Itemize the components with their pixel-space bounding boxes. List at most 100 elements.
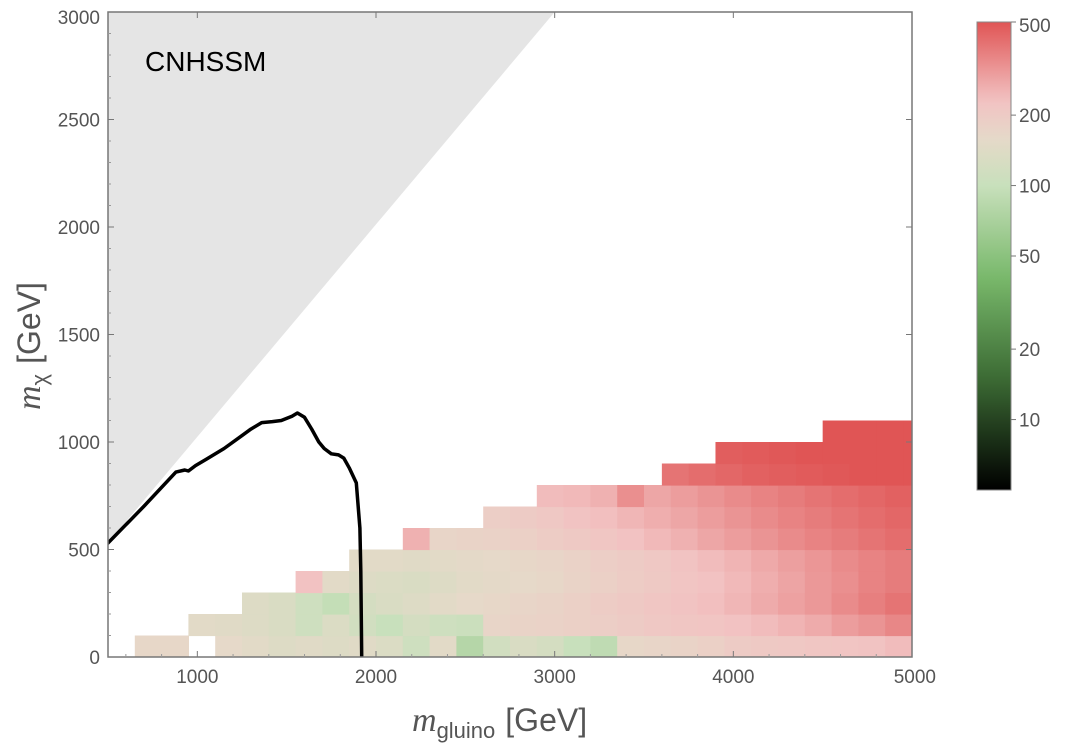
heatmap-cell bbox=[697, 635, 725, 657]
heatmap-cell bbox=[751, 485, 779, 508]
heatmap-cell bbox=[697, 485, 725, 508]
heatmap-cell bbox=[751, 614, 779, 637]
heatmap-cell bbox=[858, 549, 886, 572]
y-axis-label: mχ [GeV] bbox=[11, 282, 52, 410]
heatmap-cell bbox=[510, 635, 538, 657]
x-axis-label: mgluino [GeV] bbox=[412, 702, 587, 743]
heatmap-cell bbox=[688, 463, 717, 486]
heatmap-cell bbox=[778, 635, 806, 657]
heatmap-cell bbox=[644, 571, 672, 594]
heatmap-cell bbox=[778, 506, 806, 529]
heatmap-cell bbox=[295, 614, 323, 637]
heatmap-cell bbox=[751, 528, 779, 551]
heatmap-cell bbox=[295, 592, 323, 615]
heatmap-cell bbox=[322, 635, 350, 657]
heatmap-cell bbox=[670, 549, 699, 572]
heatmap-cell bbox=[885, 635, 912, 657]
heatmap-cell bbox=[161, 635, 189, 657]
heatmap-cell bbox=[429, 571, 457, 594]
heatmap-cell bbox=[670, 635, 699, 657]
heatmap-cell bbox=[536, 485, 565, 508]
heatmap-cell bbox=[697, 571, 725, 594]
heatmap-cell bbox=[563, 506, 591, 529]
heatmap-cell bbox=[804, 592, 833, 615]
heatmap-cell bbox=[876, 420, 904, 443]
heatmap-cell bbox=[429, 614, 457, 637]
heatmap-cell bbox=[795, 463, 824, 486]
heatmap-cell bbox=[858, 506, 886, 529]
heatmap-cell bbox=[831, 528, 859, 551]
y-tick-label: 1500 bbox=[58, 326, 100, 347]
heatmap-cell bbox=[590, 592, 618, 615]
heatmap-cell bbox=[563, 571, 591, 594]
heatmap-cell bbox=[724, 485, 752, 508]
heatmap-cell bbox=[483, 549, 511, 572]
heatmap-cell bbox=[778, 528, 806, 551]
heatmap-cell bbox=[456, 549, 484, 572]
heatmap-cell bbox=[751, 549, 779, 572]
colorbar-tick-label: 100 bbox=[1019, 177, 1051, 198]
heatmap-cell bbox=[885, 571, 912, 594]
heatmap-cell bbox=[429, 528, 457, 551]
heatmap-cell bbox=[661, 463, 690, 486]
heatmap-cell bbox=[769, 442, 797, 465]
heatmap-cell bbox=[751, 592, 779, 615]
heatmap-cell bbox=[724, 571, 752, 594]
heatmap-cell bbox=[670, 528, 699, 551]
heatmap-cell bbox=[617, 614, 645, 637]
heatmap-cell bbox=[242, 592, 270, 615]
heatmap-cell bbox=[322, 571, 350, 594]
heatmap-cell bbox=[590, 571, 618, 594]
x-tick-label: 4000 bbox=[712, 667, 754, 688]
heatmap-cell bbox=[322, 614, 350, 637]
heatmap-cell bbox=[536, 571, 565, 594]
heatmap-cell bbox=[778, 614, 806, 637]
heatmap-cell bbox=[778, 549, 806, 572]
heatmap-cell bbox=[697, 506, 725, 529]
heatmap-cell bbox=[778, 571, 806, 594]
heatmap-cell bbox=[724, 506, 752, 529]
colorbar-tick-label: 50 bbox=[1019, 247, 1040, 268]
heatmap-cell bbox=[510, 528, 538, 551]
heatmap-cell bbox=[590, 635, 618, 657]
heatmap-cell bbox=[697, 614, 725, 637]
heatmap-cell bbox=[778, 592, 806, 615]
heatmap-cell bbox=[376, 549, 404, 572]
heatmap-cell bbox=[402, 635, 431, 657]
y-axis-unit: [GeV] bbox=[11, 282, 47, 364]
colorbar-tick-label: 200 bbox=[1019, 106, 1051, 127]
heatmap-cell bbox=[134, 635, 163, 657]
heatmap-cell bbox=[670, 592, 699, 615]
y-tick-label: 2500 bbox=[58, 111, 100, 132]
heatmap-cell bbox=[563, 592, 591, 615]
heatmap-cell bbox=[268, 614, 297, 637]
heatmap-cell bbox=[849, 463, 877, 486]
heatmap-cell bbox=[510, 592, 538, 615]
heatmap-cell bbox=[483, 592, 511, 615]
heatmap-cell bbox=[215, 614, 243, 637]
y-axis-subscript: χ bbox=[27, 373, 52, 385]
heatmap-cell bbox=[563, 614, 591, 637]
heatmap-cell bbox=[510, 614, 538, 637]
heatmap-cell bbox=[670, 614, 699, 637]
heatmap-cell bbox=[349, 592, 377, 615]
heatmap-cell bbox=[536, 635, 565, 657]
heatmap-cell bbox=[483, 506, 511, 529]
heatmap-cell bbox=[670, 485, 699, 508]
heatmap-cell bbox=[804, 485, 833, 508]
heatmap-cell bbox=[268, 592, 297, 615]
heatmap-cell bbox=[536, 549, 565, 572]
heatmap-cell bbox=[849, 442, 877, 465]
heatmap-cell bbox=[724, 528, 752, 551]
heatmap-cell bbox=[858, 571, 886, 594]
heatmap-cell bbox=[742, 463, 770, 486]
heatmap-cell bbox=[536, 592, 565, 615]
heatmap-cell bbox=[456, 528, 484, 551]
heatmap-cell bbox=[724, 549, 752, 572]
heatmap-cell bbox=[804, 635, 833, 657]
heatmap-cell bbox=[617, 635, 645, 657]
heatmap-cell bbox=[724, 635, 752, 657]
heatmap-cell bbox=[885, 592, 912, 615]
x-tick-label: 3000 bbox=[534, 667, 576, 688]
heatmap-cell bbox=[885, 506, 912, 529]
